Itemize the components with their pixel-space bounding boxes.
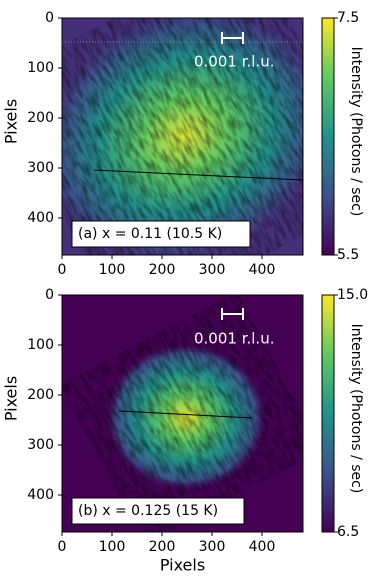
y-tick-label: 0 [45,10,54,26]
x-tick-label: 200 [149,539,176,555]
y-tick-label: 200 [27,110,54,126]
x-tick-label: 0 [58,539,67,555]
detector-image [62,18,303,255]
y-axis-label: Pixels [2,99,21,144]
x-tick-label: 300 [199,539,226,555]
x-tick-label: 400 [249,539,276,555]
scale-label: 0.001 r.l.u. [194,330,274,348]
colorbar-tick-label: 6.5 [337,524,359,540]
x-axis-label: Pixels [160,556,205,575]
y-tick-label: 300 [27,160,54,176]
y-tick-label: 200 [27,387,54,403]
scale-bar [221,32,244,320]
x-tick-label: 200 [149,262,176,278]
axes-frame [61,17,304,256]
y-tick-label: 100 [27,337,54,353]
x-tick-label: 100 [99,262,126,278]
colorbar-tick-label: 5.5 [337,247,359,263]
axes-frame [61,294,304,533]
y-tick-label: 100 [27,60,54,76]
y-tick-label: 400 [27,487,54,503]
colorbar-label: Intensity (Photons / sec) [348,47,364,217]
y-tick-label: 0 [45,287,54,303]
colorbar [321,17,335,256]
x-tick-label: 100 [99,539,126,555]
annotation: (b) x = 0.125 (15 K) [78,503,218,519]
colorbar-tick-label: 7.5 [337,10,359,26]
y-tick-label: 300 [27,437,54,453]
scale-label: 0.001 r.l.u. [194,53,274,71]
x-tick-label: 300 [199,262,226,278]
colorbar [321,294,335,533]
x-tick-label: 0 [58,262,67,278]
x-tick-label: 400 [249,262,276,278]
y-tick-label: 400 [27,210,54,226]
annotation: (a) x = 0.11 (10.5 K) [78,226,222,242]
y-axis-label: Pixels [2,376,21,421]
annotation-box [71,497,245,525]
colorbar-label: Intensity (Photons / sec) [348,324,364,494]
annotation-box [71,220,251,248]
detector-image [62,295,303,532]
colorbar-tick-label: 15.0 [337,287,368,303]
